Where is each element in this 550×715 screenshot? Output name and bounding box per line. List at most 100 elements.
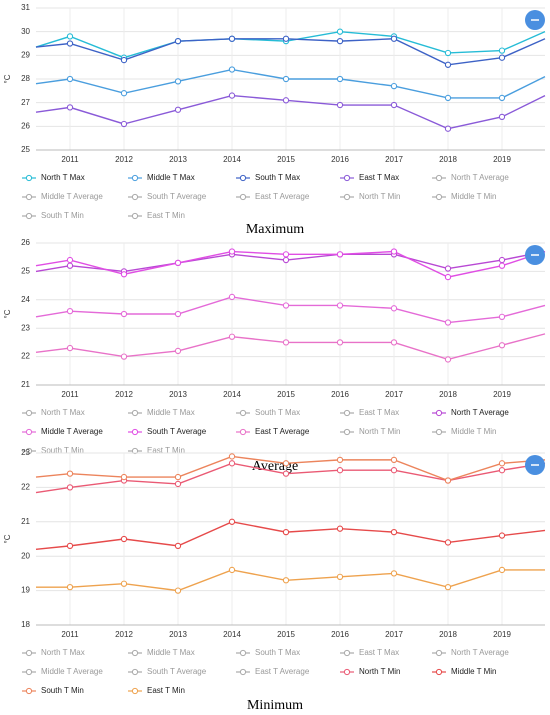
data-point (66, 344, 74, 352)
data-point (390, 528, 398, 536)
series-line (35, 68, 546, 99)
data-point (174, 310, 182, 318)
data-point (498, 566, 506, 574)
y-tick-label: 26 (21, 238, 30, 247)
y-tick-label: 23 (21, 448, 30, 457)
data-point (282, 75, 290, 83)
data-point (282, 35, 290, 42)
data-point (498, 113, 506, 121)
legend-item[interactable]: North T Average (432, 648, 509, 657)
legend-item[interactable]: Middle T Average (22, 192, 103, 201)
legend-item[interactable]: Middle T Max (128, 648, 195, 657)
x-tick-label: 2017 (385, 630, 403, 639)
legend-item[interactable]: North T Max (22, 173, 85, 182)
data-point (498, 467, 506, 474)
data-point (228, 566, 236, 574)
legend-item[interactable]: East T Average (236, 427, 310, 436)
legend-item[interactable]: South T Min (22, 686, 84, 695)
y-tick-label: 21 (21, 380, 30, 389)
data-point (390, 101, 398, 109)
legend-item[interactable]: Middle T Max (128, 408, 195, 417)
legend-item[interactable]: Middle T Min (432, 427, 497, 436)
chart: 21 22 23 24 25 26 2011 2012 2013 2014 2015 2016 2017… (3, 238, 546, 474)
legend-label: East T Average (255, 667, 310, 676)
legend-swatch (25, 668, 33, 676)
legend-item[interactable]: North T Average (432, 173, 509, 182)
legend-item[interactable]: East T Max (340, 648, 399, 657)
data-point (498, 532, 506, 539)
data-point (120, 90, 128, 97)
x-tick-label: 2014 (223, 390, 241, 399)
chart: 25 26 27 28 29 30 31 2011 2012 2013 2014 2015 2016 20… (3, 3, 546, 237)
zoom-button[interactable] (525, 10, 545, 30)
legend-item[interactable]: East T Min (128, 211, 185, 220)
y-tick-label: 30 (21, 27, 30, 36)
legend-item[interactable]: South T Max (236, 408, 300, 417)
legend-label: East T Max (359, 173, 399, 182)
y-tick-label: 20 (21, 551, 30, 560)
caption: Maximum (246, 222, 304, 237)
legend-item[interactable]: East T Max (340, 408, 399, 417)
legend-swatch (25, 193, 33, 201)
data-point (336, 101, 344, 109)
y-axis-label: °C (3, 74, 12, 83)
legend-label: Middle T Average (41, 192, 103, 201)
data-point (282, 97, 290, 104)
data-point (390, 339, 398, 346)
legend-item[interactable]: Middle T Average (22, 427, 103, 436)
x-tick-label: 2016 (331, 390, 349, 399)
data-point (444, 539, 452, 546)
legend-swatch (239, 409, 247, 417)
legend-item[interactable]: North T Min (340, 667, 401, 676)
legend-item[interactable]: East T Average (236, 192, 310, 201)
legend-item[interactable]: North T Max (22, 648, 85, 657)
legend-swatch (343, 193, 351, 201)
legend-item[interactable]: South T Max (236, 173, 300, 182)
x-tick-label: 2015 (277, 630, 295, 639)
zoom-button[interactable] (525, 455, 545, 475)
legend-item[interactable]: South T Average (128, 427, 207, 436)
data-point (174, 78, 182, 85)
data-point (498, 54, 506, 61)
data-point (390, 248, 398, 255)
legend-item[interactable]: Middle T Min (432, 667, 497, 676)
legend-item[interactable]: Middle T Min (432, 192, 497, 201)
legend-item[interactable]: East T Min (128, 446, 185, 455)
x-tick-label: 2014 (223, 155, 241, 164)
data-point (228, 248, 236, 255)
data-point (66, 470, 74, 477)
legend-item[interactable]: Middle T Max (128, 173, 195, 182)
zoom-button[interactable] (525, 245, 545, 265)
legend-swatch (239, 193, 247, 201)
legend-label: North T Min (359, 667, 401, 676)
legend-item[interactable]: East T Min (128, 686, 185, 695)
legend-item[interactable]: North T Max (22, 408, 85, 417)
y-tick-label: 19 (21, 586, 30, 595)
legend-swatch (131, 687, 139, 695)
legend-swatch (131, 193, 139, 201)
legend-item[interactable]: North T Min (340, 192, 401, 201)
data-point (120, 353, 128, 360)
y-tick-label: 22 (21, 352, 30, 361)
data-point (444, 319, 452, 326)
legend-label: North T Average (451, 408, 509, 417)
data-point (498, 313, 506, 320)
x-tick-label: 2017 (385, 155, 403, 164)
x-tick-label: 2017 (385, 390, 403, 399)
data-point (282, 528, 290, 536)
legend-item[interactable]: South T Min (22, 446, 84, 455)
legend-item[interactable]: North T Min (340, 427, 401, 436)
legend-item[interactable]: North T Average (432, 408, 509, 417)
y-tick-label: 29 (21, 50, 30, 59)
legend-item[interactable]: South T Average (128, 192, 207, 201)
data-point (174, 587, 182, 594)
legend-item[interactable]: South T Max (236, 648, 300, 657)
y-tick-label: 21 (21, 517, 30, 526)
legend-item[interactable]: South T Min (22, 211, 84, 220)
legend-item[interactable]: East T Max (340, 173, 399, 182)
legend-swatch (435, 174, 443, 182)
legend-item[interactable]: Middle T Average (22, 667, 103, 676)
data-point (498, 256, 506, 264)
legend-item[interactable]: East T Average (236, 667, 310, 676)
legend-item[interactable]: South T Average (128, 667, 207, 676)
